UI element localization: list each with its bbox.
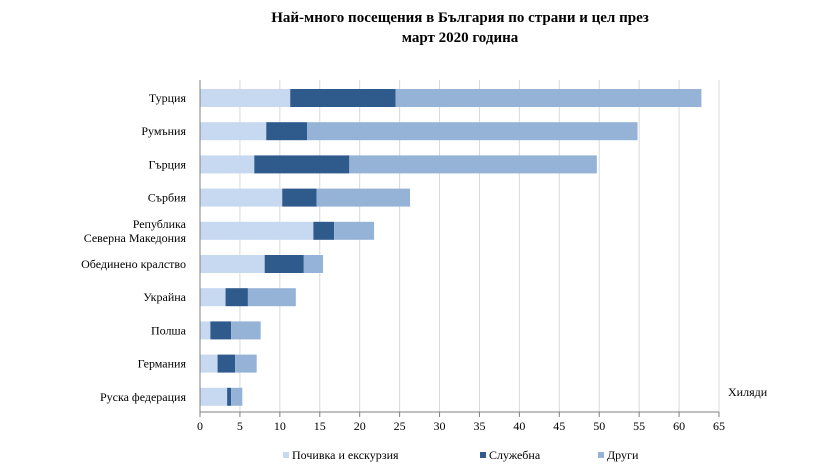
bar-segment (231, 387, 243, 406)
bar-segment (264, 255, 304, 273)
category-label: Турция (149, 91, 187, 105)
bar-segment (254, 155, 350, 174)
category-label: Румъния (141, 124, 186, 138)
x-axis: 0 5 10 15 20 25 30 35 40 45 50 55 60 65 Хиляди (197, 80, 768, 433)
x-tick-label: 35 (473, 419, 485, 433)
x-tick-label: 50 (593, 419, 605, 433)
bar-segment (247, 288, 296, 307)
bar-segment (200, 354, 218, 373)
x-tick-label: 65 (713, 419, 725, 433)
x-tick-label: 30 (434, 419, 446, 433)
bar-segment (266, 122, 307, 141)
legend-swatch (598, 452, 604, 458)
category-label: Украйна (143, 290, 186, 304)
category-label: Гърция (148, 157, 186, 171)
chart-title-line-1: Най-много посещения в България по страни… (271, 10, 649, 26)
x-tick-label: 25 (394, 419, 406, 433)
bar-segment (200, 221, 314, 240)
bar-segment (200, 255, 265, 273)
bar-segment (282, 188, 317, 207)
x-tick-label: 5 (237, 419, 243, 433)
category-labels: Турция Румъния Гърция Сърбия Република Северн… (81, 91, 187, 404)
bars (200, 89, 702, 406)
bar-segment (200, 188, 283, 207)
category-label: Руска федерация (100, 390, 187, 404)
bar-segment (395, 89, 702, 107)
x-tick-label: 20 (354, 419, 366, 433)
legend-swatch (480, 452, 486, 458)
bar-segment (231, 321, 261, 340)
bar-segment (290, 89, 396, 107)
bar-segment (200, 122, 267, 141)
category-label: Германия (138, 357, 187, 371)
x-tick-label: 45 (553, 419, 565, 433)
chart-title-line-2: март 2020 година (401, 30, 519, 46)
legend-swatch (283, 452, 289, 458)
legend-label: Други (607, 448, 639, 462)
bar-segment (200, 288, 226, 307)
bar-segment (306, 122, 638, 141)
bar-segment (200, 321, 211, 340)
bar-segment (217, 354, 236, 373)
legend: Почивка и екскурзия Служебна Други (283, 448, 639, 462)
bar-segment (227, 387, 232, 406)
legend-label: Почивка и екскурзия (292, 448, 399, 462)
bar-segment (313, 221, 335, 240)
x-tick-label: 10 (274, 419, 286, 433)
bar-segment (210, 321, 232, 340)
category-label: Обединено кралство (81, 257, 186, 271)
bar-segment (235, 354, 257, 373)
bar-segment (316, 188, 410, 207)
x-tick-label: 55 (633, 419, 645, 433)
bar-segment (303, 255, 323, 273)
category-label: Република Северна Македония (84, 217, 187, 245)
legend-label: Служебна (489, 448, 541, 462)
x-tick-label: 15 (314, 419, 326, 433)
category-label: Полша (151, 323, 187, 337)
x-unit-label: Хиляди (728, 385, 768, 399)
bar-segment (334, 221, 375, 240)
bar-segment (200, 387, 228, 406)
x-tick-label: 40 (513, 419, 525, 433)
x-tick-label: 0 (197, 419, 203, 433)
bar-segment (200, 155, 255, 174)
bar-segment (349, 155, 597, 174)
x-tick-label: 60 (673, 419, 685, 433)
bar-segment (200, 89, 291, 107)
category-label: Сърбия (148, 191, 187, 205)
bar-segment (225, 288, 248, 307)
